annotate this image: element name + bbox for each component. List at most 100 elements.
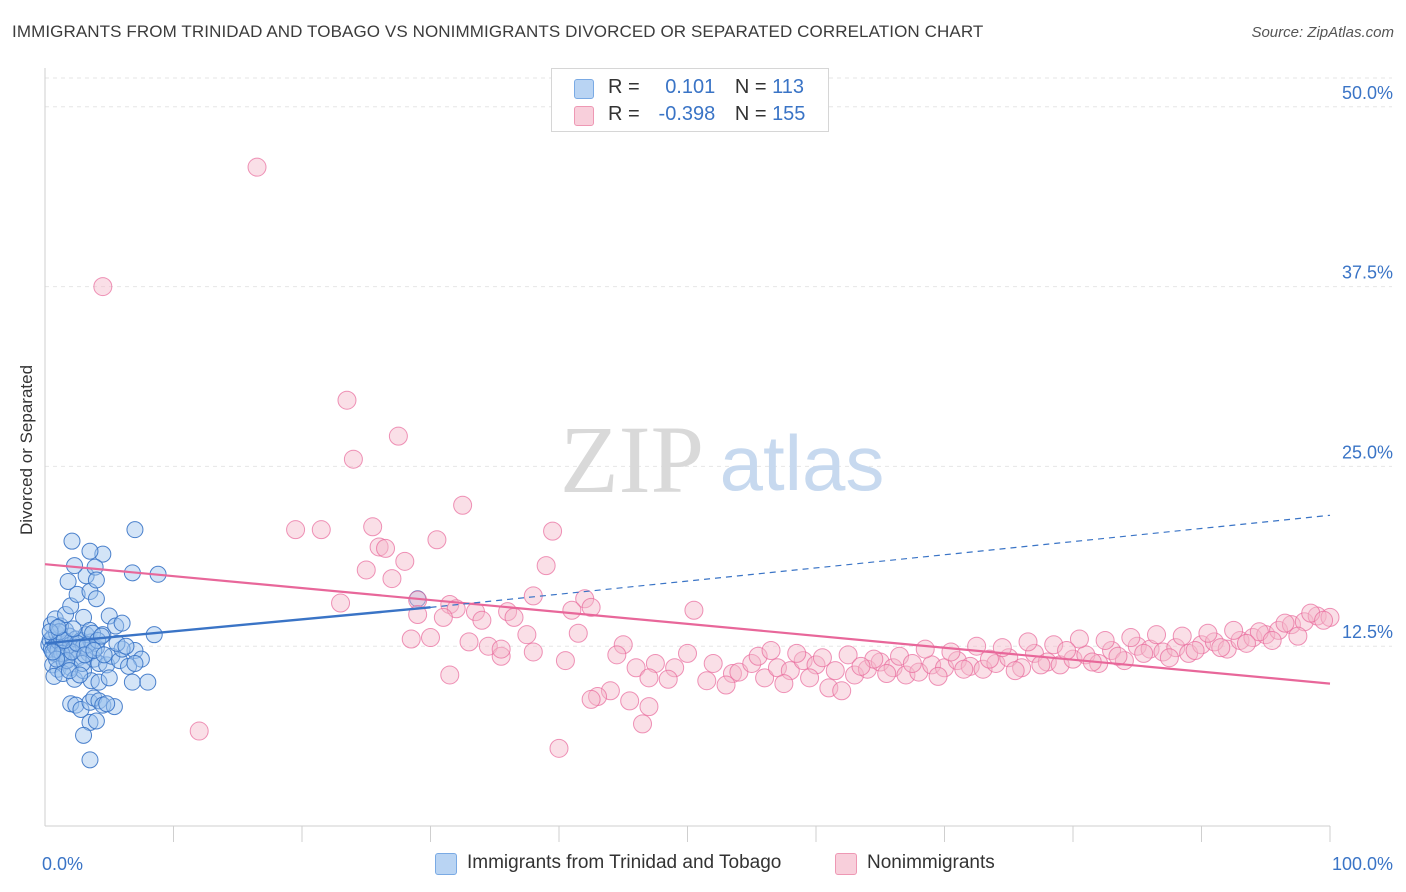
immigrants-point bbox=[68, 585, 86, 603]
nonimmigrants-point bbox=[703, 653, 723, 673]
nonimmigrants-point bbox=[812, 648, 832, 668]
immigrants-point bbox=[126, 521, 144, 539]
nonimmigrants-point bbox=[800, 668, 820, 688]
nonimmigrants-point bbox=[1211, 638, 1231, 658]
nonimmigrants-point bbox=[896, 665, 916, 685]
immigrants-point bbox=[59, 572, 77, 590]
nonimmigrants-point bbox=[382, 569, 402, 589]
nonimmigrants-point bbox=[523, 642, 543, 662]
nonimmigrants-point bbox=[613, 635, 633, 655]
nonimmigrants-point bbox=[742, 653, 762, 673]
nonimmigrants-point bbox=[607, 645, 627, 665]
nonimmigrants-point bbox=[832, 681, 852, 701]
nonimmigrants-point bbox=[388, 426, 408, 446]
nonimmigrants-point bbox=[549, 738, 569, 758]
nonimmigrants-point bbox=[1185, 641, 1205, 661]
immigrants-point bbox=[85, 642, 103, 660]
nonimmigrants-point bbox=[1262, 630, 1282, 650]
nonimmigrants-point bbox=[1314, 610, 1334, 630]
immigrants-point bbox=[49, 618, 67, 636]
axes bbox=[44, 68, 1331, 842]
nonimmigrants-point bbox=[1050, 655, 1070, 675]
nonimmigrants-point bbox=[626, 658, 646, 678]
stats-legend: R = 0.101 N = 113 R = -0.398 N = 155 bbox=[551, 68, 829, 132]
immigrants-point bbox=[60, 662, 78, 680]
nonimmigrants-point bbox=[639, 668, 659, 688]
nonimmigrants-point bbox=[1236, 633, 1256, 653]
nonimmigrants-point bbox=[1031, 655, 1051, 675]
immigrants-point bbox=[71, 666, 89, 684]
immigrants-point bbox=[64, 620, 82, 638]
legend-swatch-immigrants bbox=[435, 853, 457, 875]
nonimmigrants-point bbox=[1147, 625, 1167, 645]
nonimmigrants-point bbox=[562, 600, 582, 620]
nonimmigrants-point bbox=[453, 495, 473, 515]
r-value: -0.398 bbox=[658, 103, 716, 125]
immigrants-point bbox=[126, 642, 144, 660]
nonimmigrants-trend-line bbox=[44, 563, 1331, 685]
nonimmigrants-point bbox=[722, 664, 742, 684]
nonimmigrants-point bbox=[678, 643, 697, 663]
nonimmigrants-point bbox=[331, 593, 351, 613]
immigrants-point bbox=[98, 695, 116, 713]
watermark-zip: ZIP bbox=[560, 406, 704, 513]
legend-label-immigrants: Immigrants from Trinidad and Tobago bbox=[467, 852, 782, 873]
nonimmigrants-point bbox=[600, 681, 620, 701]
nonimmigrants-point bbox=[1005, 661, 1025, 681]
nonimmigrants-point bbox=[877, 664, 897, 684]
nonimmigrants-point bbox=[1224, 620, 1244, 640]
x-tick-label: 0.0% bbox=[42, 854, 83, 874]
nonimmigrants-point bbox=[1108, 646, 1128, 666]
nonimmigrants-point bbox=[748, 646, 768, 666]
series-nonimmigrants-points bbox=[93, 157, 1340, 758]
source-label: Source: ZipAtlas.com bbox=[1251, 24, 1394, 41]
r-label: R = bbox=[608, 76, 640, 98]
nonimmigrants-point bbox=[311, 520, 331, 540]
immigrants-point bbox=[75, 726, 93, 744]
nonimmigrants-point bbox=[633, 714, 653, 734]
nonimmigrants-point bbox=[427, 530, 447, 550]
nonimmigrants-point bbox=[1166, 638, 1186, 658]
nonimmigrants-point bbox=[684, 600, 704, 620]
nonimmigrants-point bbox=[825, 661, 845, 681]
y-tick-label: 25.0% bbox=[1342, 442, 1393, 462]
nonimmigrants-point bbox=[645, 653, 665, 673]
nonimmigrants-point bbox=[793, 651, 813, 671]
legend-swatch-nonimmigrants bbox=[574, 106, 594, 126]
nonimmigrants-point bbox=[787, 643, 807, 663]
nonimmigrants-point bbox=[543, 521, 563, 541]
tick-labels: 12.5% 25.0% 37.5% 50.0% 0.0% 100.0% bbox=[42, 83, 1393, 874]
nonimmigrants-point bbox=[973, 659, 993, 679]
nonimmigrants-point bbox=[620, 691, 640, 711]
nonimmigrants-point bbox=[755, 668, 775, 688]
immigrants-point bbox=[72, 700, 90, 718]
immigrants-point bbox=[100, 607, 118, 625]
nonimmigrants-point bbox=[838, 645, 858, 665]
immigrants-trend-line bbox=[44, 606, 431, 645]
immigrants-point bbox=[87, 590, 105, 608]
nonimmigrants-point bbox=[356, 560, 376, 580]
nonimmigrants-point bbox=[819, 678, 839, 698]
grid-lines bbox=[45, 77, 1392, 647]
legend-swatch-nonimmigrants bbox=[835, 853, 857, 875]
nonimmigrants-point bbox=[363, 517, 383, 537]
nonimmigrants-point bbox=[555, 651, 575, 671]
nonimmigrants-point bbox=[1018, 632, 1038, 652]
immigrants-point bbox=[87, 571, 105, 589]
immigrants-point bbox=[94, 545, 112, 563]
nonimmigrants-point bbox=[1134, 643, 1154, 663]
nonimmigrants-point bbox=[401, 629, 421, 649]
r-value: 0.101 bbox=[665, 76, 716, 98]
y-axis-label: Divorced or Separated bbox=[17, 365, 36, 535]
legend-label-nonimmigrants: Nonimmigrants bbox=[867, 852, 995, 873]
nonimmigrants-point bbox=[189, 721, 209, 741]
chart-title: IMMIGRANTS FROM TRINIDAD AND TOBAGO VS N… bbox=[12, 22, 984, 41]
immigrants-point bbox=[126, 654, 144, 672]
immigrants-point bbox=[95, 646, 113, 664]
nonimmigrants-point bbox=[517, 625, 537, 645]
nonimmigrants-point bbox=[928, 666, 948, 686]
immigrants-point bbox=[63, 532, 81, 550]
nonimmigrants-point bbox=[581, 689, 601, 709]
nonimmigrants-point bbox=[478, 636, 498, 656]
